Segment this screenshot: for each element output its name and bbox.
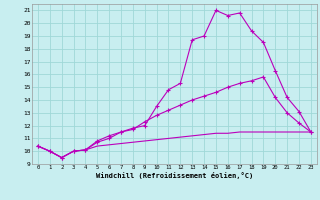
X-axis label: Windchill (Refroidissement éolien,°C): Windchill (Refroidissement éolien,°C) (96, 172, 253, 179)
